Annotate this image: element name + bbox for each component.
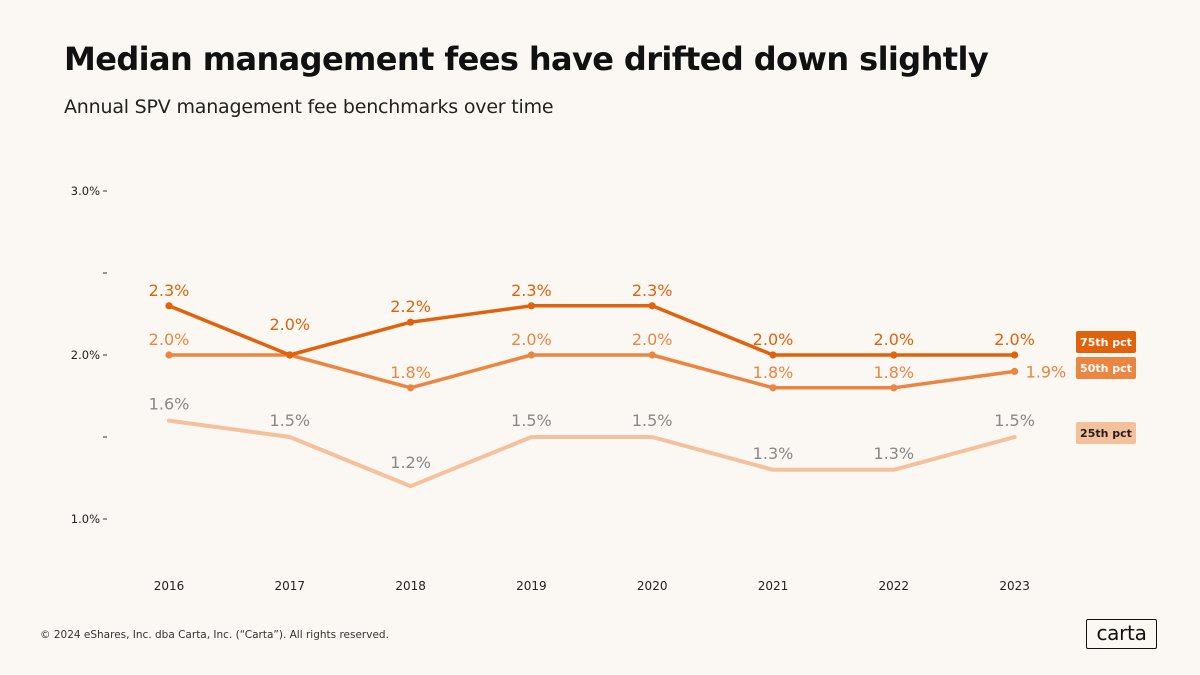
copyright-footer: © 2024 eShares, Inc. dba Carta, Inc. (“C…: [40, 629, 389, 641]
data-point-p75: [1011, 351, 1019, 359]
data-point-p50: [769, 384, 777, 392]
data-point-p75: [407, 318, 415, 326]
data-point-p50: [407, 384, 415, 392]
data-label-p25: 1.6%: [149, 395, 190, 414]
y-tick-label: 1.0%: [71, 512, 100, 526]
data-label-p75: 2.3%: [149, 281, 190, 300]
data-point-p50: [527, 351, 536, 359]
x-tick-label: 2016: [154, 579, 185, 593]
legend-label-p75: 75th pct: [1080, 336, 1132, 349]
legend-badge-p25: [1076, 422, 1136, 444]
y-tick-label: 3.0%: [71, 184, 100, 198]
x-tick-label: 2017: [275, 579, 306, 593]
x-tick-label: 2020: [637, 579, 668, 593]
data-label-p25: 1.5%: [511, 411, 552, 430]
data-label-p75: 2.2%: [390, 297, 431, 316]
data-point-p50: [648, 351, 656, 359]
data-point-p50: [890, 384, 898, 392]
data-label-p25: 1.2%: [390, 453, 431, 472]
data-label-p25: 1.3%: [753, 444, 794, 463]
legend-badge-p75: [1076, 331, 1136, 353]
x-tick-label: 2022: [879, 579, 910, 593]
data-label-p25: 1.5%: [269, 411, 310, 430]
data-point-p75: [890, 351, 898, 359]
data-label-p75: 2.0%: [873, 330, 914, 349]
data-label-p50: 2.0%: [511, 330, 552, 349]
data-point-p75: [769, 351, 777, 359]
data-label-p75: 2.0%: [269, 315, 310, 334]
data-label-p50: 1.9%: [1026, 362, 1067, 381]
data-point-p50: [165, 351, 173, 359]
data-label-p25: 1.5%: [994, 411, 1035, 430]
x-tick-label: 2018: [395, 579, 426, 593]
x-tick-label: 2023: [999, 579, 1030, 593]
data-label-p50: 2.0%: [632, 330, 673, 349]
data-label-p75: 2.3%: [511, 281, 552, 300]
data-label-p50: 1.8%: [390, 363, 431, 382]
line-chart: 3.0% 2.0% 1.0% 2016 2017 2018 2019 2020 2021 2022…: [71, 184, 1136, 593]
data-label-p50: 1.8%: [753, 363, 794, 382]
x-tick-label: 2021: [758, 579, 789, 593]
data-label-p50: 1.8%: [873, 363, 914, 382]
data-point-p75: [527, 302, 536, 310]
data-point-p75: [165, 302, 173, 310]
carta-logo: carta: [1086, 619, 1157, 649]
series-line-p75: [167, 304, 1017, 357]
chart-subtitle: Annual SPV management fee benchmarks ove…: [64, 96, 554, 118]
data-label-p25: 1.3%: [873, 444, 914, 463]
series-line-p50: [167, 353, 1017, 390]
chart-title: Median management fees have drifted down…: [64, 40, 989, 78]
data-point-p75: [286, 351, 294, 359]
data-label-p50: 2.0%: [149, 330, 190, 349]
data-label-p75: 2.0%: [994, 330, 1035, 349]
legend-label-p50: 50th pct: [1080, 362, 1132, 375]
x-tick-label: 2019: [516, 579, 547, 593]
data-label-p25: 1.5%: [632, 411, 673, 430]
data-label-p75: 2.0%: [753, 330, 794, 349]
data-point-p50: [1011, 367, 1019, 375]
data-label-p75: 2.3%: [632, 281, 673, 300]
legend-badge-p50: [1076, 357, 1136, 379]
data-point-p75: [648, 302, 656, 310]
y-tick-label: 2.0%: [71, 348, 100, 362]
legend-label-p25: 25th pct: [1080, 427, 1132, 440]
series-line-p25: [167, 418, 1017, 489]
